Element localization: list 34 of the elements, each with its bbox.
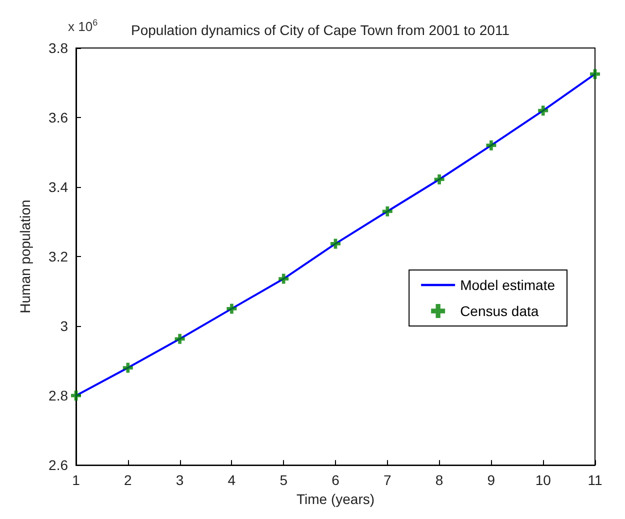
point: [486, 140, 496, 150]
point: [538, 106, 548, 116]
legend-label: Model estimate: [460, 277, 556, 293]
x-tick-label: 4: [228, 472, 236, 488]
point: [122, 362, 133, 373]
point: [590, 69, 600, 80]
x-tick-label: 1: [72, 472, 80, 488]
x-tick-label: 2: [124, 472, 132, 488]
x-tick-label: 11: [588, 472, 602, 488]
x-tick-label: 9: [487, 472, 496, 488]
y-tick-label: 2.6: [48, 457, 68, 474]
point: [434, 174, 444, 184]
point: [71, 390, 81, 401]
x-axis-title: Time (years): [296, 491, 375, 507]
point: [174, 334, 185, 344]
point: [382, 206, 392, 216]
legend-label: Census data: [460, 303, 539, 319]
y-tick-label: 2.8: [48, 388, 68, 404]
y-tick-label: 3.8: [48, 40, 68, 56]
x-tick-label: 8: [435, 472, 444, 488]
point: [330, 238, 340, 249]
y-tick-label: 3: [60, 318, 68, 334]
y-tick-label: 3.2: [48, 248, 68, 265]
y-tick-label: 3.6: [48, 110, 68, 126]
x-tick-label: 10: [535, 472, 552, 488]
x-tick-label: 5: [280, 472, 288, 488]
x-tick-label: 6: [332, 472, 340, 488]
x-tick-label: 7: [384, 472, 392, 488]
x-tick-label: 3: [176, 472, 184, 488]
y-axis-title: Human population: [17, 200, 33, 314]
chart-title: Population dynamics of City of Cape Town from 2001 to 2011: [131, 22, 510, 38]
y-tick-label: 3.4: [48, 179, 68, 196]
point: [226, 304, 237, 314]
point: [278, 274, 289, 284]
